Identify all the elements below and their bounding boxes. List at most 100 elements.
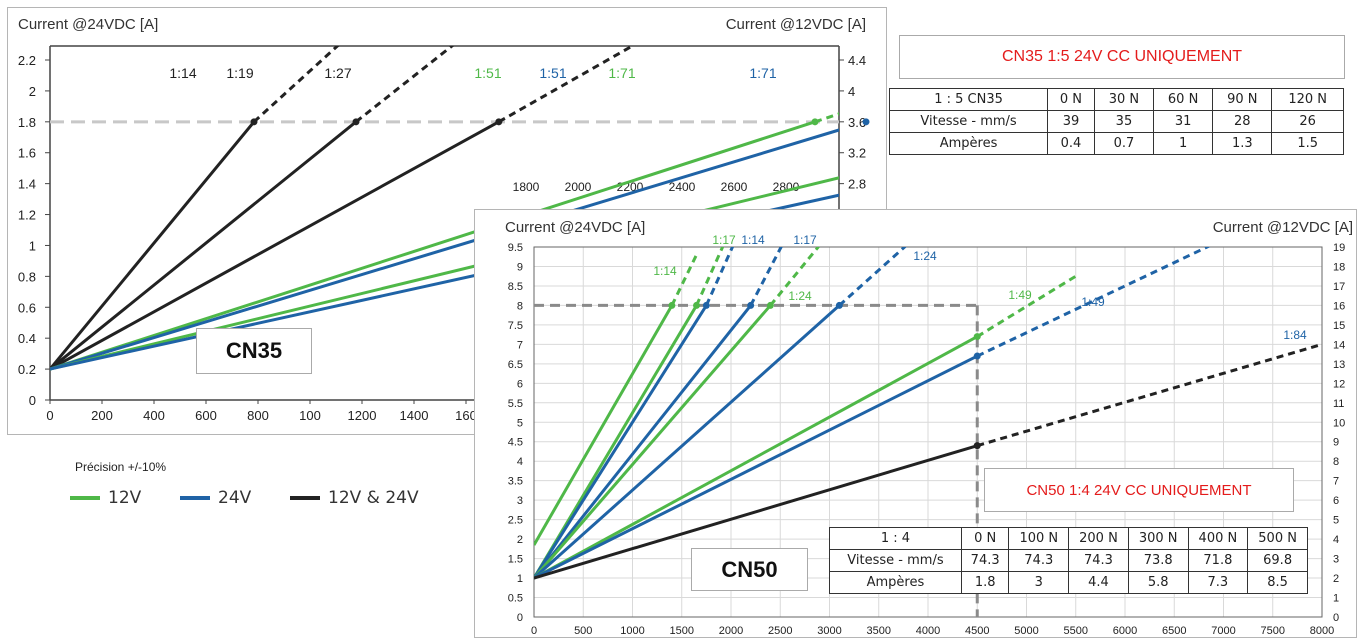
cn50-y-tick-label: 4.5 — [508, 437, 523, 449]
legend-12v-24v: 12V & 24V — [290, 488, 419, 508]
cn50-series-line — [534, 444, 978, 580]
cn35-series-extension — [814, 112, 839, 124]
cn50-series-line — [534, 304, 674, 546]
cn50-operating-point — [835, 301, 843, 309]
cn35-x2-tick-label: 2600 — [721, 180, 748, 194]
cn35-x-tick-label: 160 — [455, 408, 477, 423]
cn50-table-cell: 0 N — [960, 527, 1010, 550]
cn50-x-tick-label: 7500 — [1261, 625, 1285, 637]
cn35-spec-table: 1 : 5 CN35 0 N 30 N 60 N 90 N 120 N Vitesse - … — [888, 88, 1344, 155]
cn50-series-extension — [976, 342, 1322, 448]
cn50-x-tick-label: 3000 — [817, 625, 841, 637]
cn35-series-line — [50, 128, 839, 371]
cn50-series-label: 1:17 — [793, 233, 817, 247]
cn50-y2-tick-label: 5 — [1333, 515, 1339, 527]
cn35-table-cell: Ampères — [888, 132, 1049, 155]
cn50-table-cell: 400 N — [1187, 527, 1249, 550]
cn50-table-cell: 1 : 4 — [829, 527, 962, 550]
cn50-series-label: 1:24 — [788, 289, 812, 303]
cn35-table-cell: 0.4 — [1047, 132, 1095, 155]
cn50-series-line — [534, 304, 752, 579]
cn50-operating-point — [747, 301, 755, 309]
cn35-table-cell: Vitesse - mm/s — [888, 110, 1049, 133]
cn50-x-tick-label: 4000 — [916, 625, 940, 637]
cn35-table-cell: 28 — [1212, 110, 1273, 133]
cn50-y-tick-label: 8.5 — [508, 281, 523, 293]
cn50-x-tick-label: 2000 — [719, 625, 743, 637]
cn35-x2-tick-label: 1800 — [513, 180, 540, 194]
legend-12v: 12V — [70, 488, 141, 508]
cn35-ylabel-right: Current @12VDC [A] — [726, 16, 866, 33]
legend-12v-label: 12V — [108, 488, 142, 508]
legend-12v-swatch — [70, 496, 100, 500]
cn50-table-cell: 200 N — [1068, 527, 1129, 550]
cn35-series-extension — [355, 46, 455, 123]
cn35-table-cell: 120 N — [1271, 88, 1344, 111]
cn35-table-row: Ampères 0.4 0.7 1 1.3 1.5 — [888, 132, 1344, 155]
cn35-x-tick-label: 600 — [195, 408, 217, 423]
cn35-table-cell: 1.5 — [1271, 132, 1344, 155]
cn35-x-tick-label: 1400 — [400, 408, 429, 423]
cn50-y2-tick-label: 7 — [1333, 476, 1339, 488]
cn50-y-tick-label: 3.5 — [508, 476, 523, 488]
cn35-table-cell: 0 N — [1047, 88, 1095, 111]
cn50-y-tick-label: 0 — [517, 612, 523, 624]
cn50-series-line — [534, 354, 978, 580]
cn35-y-tick-label: 1.2 — [18, 208, 36, 223]
cn35-table-cell: 30 N — [1093, 88, 1155, 111]
cn50-operating-point — [702, 301, 710, 309]
cn50-y2-tick-label: 4 — [1333, 534, 1339, 546]
cn35-series-label: 1:51 — [474, 65, 501, 81]
cn35-y-tick-label: 1 — [29, 238, 36, 253]
cn35-series-label: 1:71 — [608, 65, 635, 81]
cn50-series-label: 1:84 — [1283, 328, 1307, 342]
cn50-series-group — [534, 247, 1322, 580]
cn50-y2-tick-label: 19 — [1333, 242, 1345, 254]
cn50-series-line — [534, 335, 978, 580]
cn50-table-cell: 69.8 — [1247, 549, 1308, 572]
cn35-operating-point — [352, 118, 360, 126]
cn50-table-cell: 71.8 — [1187, 549, 1249, 572]
cn50-x-tick-label: 0 — [531, 625, 537, 637]
cn50-operating-point — [973, 442, 981, 450]
cn50-series-label: 1:49 — [1081, 295, 1105, 309]
cn50-y2-tick-label: 16 — [1333, 300, 1345, 312]
cn50-table-cell: 300 N — [1127, 527, 1189, 550]
cn50-table-row: Vitesse - mm/s 74.3 74.3 74.3 73.8 71.8 69.8 — [829, 549, 1308, 572]
cn50-x-tick-label: 2500 — [768, 625, 792, 637]
cn50-x-tick-label: 8000 — [1310, 625, 1334, 637]
cn50-series-line — [534, 304, 772, 580]
cn35-y-tick-label: 0.8 — [18, 269, 36, 284]
cn50-y2-tick-label: 0 — [1333, 612, 1339, 624]
cn35-table-cell: 1.3 — [1212, 132, 1273, 155]
cn50-table-cell: 7.3 — [1187, 571, 1249, 594]
cn50-x-tick-label: 5500 — [1064, 625, 1088, 637]
cn50-series-label: 1:49 — [1008, 288, 1032, 302]
cn35-table-title: CN35 1:5 24V CC UNIQUEMENT — [899, 35, 1345, 79]
cn50-y-tick-label: 6.5 — [508, 359, 523, 371]
cn50-y2-tick-label: 12 — [1333, 378, 1345, 390]
cn50-y2-tick-label: 2 — [1333, 573, 1339, 585]
cn50-plot-frame — [533, 246, 1323, 618]
cn50-y-tick-label: 2.5 — [508, 515, 523, 527]
cn35-x2-tick-label: 2400 — [669, 180, 696, 194]
cn50-series-label: 1:24 — [913, 249, 937, 263]
cn35-y-tick-label: 0 — [29, 393, 36, 408]
cn35-table-cell: 39 — [1047, 110, 1095, 133]
cn50-y-tick-label: 8 — [517, 300, 523, 312]
cn50-y-tick-label: 5 — [517, 417, 523, 429]
cn35-table-cell: 1 : 5 CN35 — [888, 88, 1049, 111]
cn35-table-header-row: 1 : 5 CN35 0 N 30 N 60 N 90 N 120 N — [888, 88, 1344, 111]
cn50-table-cell: 8.5 — [1247, 571, 1308, 594]
cn35-x-tick-label: 200 — [91, 408, 113, 423]
cn35-series-line — [50, 120, 500, 371]
cn50-y-tick-label: 9.5 — [508, 242, 523, 254]
cn50-y2-tick-label: 18 — [1333, 261, 1345, 273]
cn50-y2-tick-label: 13 — [1333, 359, 1345, 371]
cn35-series-line — [50, 120, 816, 371]
cn50-y2-tick-label: 10 — [1333, 417, 1345, 429]
cn50-y-tick-label: 7.5 — [508, 320, 523, 332]
cn50-x-tick-label: 5000 — [1014, 625, 1038, 637]
cn50-series-extension — [769, 247, 821, 307]
